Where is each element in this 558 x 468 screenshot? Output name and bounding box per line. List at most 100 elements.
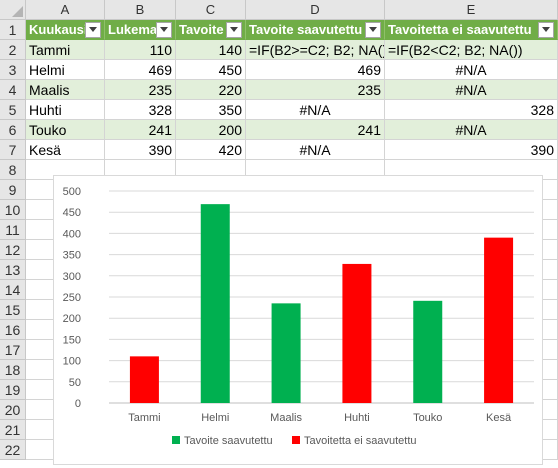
table-cell[interactable]: 140 [176, 40, 246, 60]
y-tick-label: 500 [63, 186, 81, 198]
row-header-15[interactable]: 15 [0, 300, 26, 320]
table-cell[interactable]: Helmi [26, 60, 105, 80]
row-header-14[interactable]: 14 [0, 280, 26, 300]
cell-value: #N/A [455, 61, 487, 78]
table-cell[interactable]: 220 [176, 80, 246, 100]
table-cell[interactable]: 200 [176, 120, 246, 140]
column-header-c[interactable]: C [176, 0, 246, 20]
table-cell[interactable]: 110 [105, 40, 176, 60]
table-cell[interactable]: 469 [105, 60, 176, 80]
table-cell[interactable]: 328 [105, 100, 176, 120]
table-cell[interactable]: 241 [246, 120, 385, 140]
table-cell[interactable]: Maalis [26, 80, 105, 100]
y-tick-label: 100 [63, 356, 81, 368]
table-header-cell[interactable]: Kuukausi [26, 20, 105, 40]
table-cell[interactable]: Huhti [26, 100, 105, 120]
table-header-label: Tavoite saavutettu [249, 22, 363, 37]
table-header-cell[interactable]: Tavoitetta ei saavutettu [385, 20, 558, 40]
table-cell[interactable]: 469 [246, 60, 385, 80]
column-header-a[interactable]: A [26, 0, 105, 20]
bar-maalis [271, 303, 301, 403]
row-header-17[interactable]: 17 [0, 340, 26, 360]
row-header-9[interactable]: 9 [0, 180, 26, 200]
table-cell[interactable]: 390 [385, 140, 558, 160]
table-cell[interactable]: 235 [246, 80, 385, 100]
y-tick-label: 400 [63, 228, 81, 240]
y-tick-label: 300 [63, 271, 81, 283]
table-cell[interactable]: #N/A [246, 100, 385, 120]
y-tick-label: 150 [63, 334, 81, 346]
row-header-6[interactable]: 6 [0, 120, 26, 140]
column-header-e[interactable]: E [385, 0, 558, 20]
cell-value: 420 [218, 141, 242, 158]
select-all-corner[interactable] [0, 0, 26, 20]
cell-value: 328 [148, 101, 172, 118]
table-cell[interactable]: Tammi [26, 40, 105, 60]
legend-label: Tavoite saavutettu [184, 435, 273, 447]
row-header-19[interactable]: 19 [0, 380, 26, 400]
table-cell[interactable]: #N/A [246, 140, 385, 160]
table-cell[interactable]: =IF(B2<C2; B2; NA()) [385, 40, 558, 60]
filter-dropdown-icon[interactable] [156, 21, 172, 38]
table-cell[interactable]: #N/A [385, 120, 558, 140]
filter-dropdown-icon[interactable] [365, 21, 381, 38]
table-header-cell[interactable]: Tavoite saavutettu [246, 20, 385, 40]
row-header-2[interactable]: 2 [0, 40, 26, 60]
table-cell[interactable]: 235 [105, 80, 176, 100]
bar-huhti [342, 263, 372, 403]
table-header-label: Kuukausi [29, 22, 85, 37]
y-tick-label: 450 [63, 207, 81, 219]
table-cell[interactable]: 241 [105, 120, 176, 140]
row-header-18[interactable]: 18 [0, 360, 26, 380]
row-header-3[interactable]: 3 [0, 60, 26, 80]
table-cell[interactable]: 390 [105, 140, 176, 160]
cell-value: #N/A [455, 121, 487, 138]
cell-value: Huhti [29, 101, 62, 118]
filter-dropdown-icon[interactable] [538, 21, 554, 38]
table-cell[interactable]: 328 [385, 100, 558, 120]
row-header-22[interactable]: 22 [0, 440, 26, 460]
row-header-12[interactable]: 12 [0, 240, 26, 260]
column-header-b[interactable]: B [105, 0, 176, 20]
table-header-cell[interactable]: Lukema [105, 20, 176, 40]
filter-dropdown-icon[interactable] [85, 21, 101, 38]
cell-value: 241 [148, 121, 172, 138]
row-header-16[interactable]: 16 [0, 320, 26, 340]
row-header-10[interactable]: 10 [0, 200, 26, 220]
x-tick-label: Kesä [486, 412, 512, 424]
table-cell[interactable]: Touko [26, 120, 105, 140]
cell-value: 469 [357, 61, 381, 78]
table-cell[interactable]: Kesä [26, 140, 105, 160]
row-header-4[interactable]: 4 [0, 80, 26, 100]
x-tick-label: Tammi [128, 412, 160, 424]
row-header-7[interactable]: 7 [0, 140, 26, 160]
row-header-20[interactable]: 20 [0, 400, 26, 420]
cell-value: Kesä [29, 141, 61, 158]
filter-dropdown-icon[interactable] [226, 21, 242, 38]
bar-kesä [484, 237, 514, 403]
cell-value: 220 [218, 81, 242, 98]
table-cell[interactable]: #N/A [385, 80, 558, 100]
row-header-8[interactable]: 8 [0, 160, 26, 180]
x-tick-label: Maalis [270, 412, 302, 424]
table-header-cell[interactable]: Tavoite [176, 20, 246, 40]
row-header-1[interactable]: 1 [0, 20, 26, 40]
table-cell[interactable]: #N/A [385, 60, 558, 80]
column-header-d[interactable]: D [246, 0, 385, 20]
cell-value: Helmi [29, 61, 65, 78]
table-cell[interactable]: 350 [176, 100, 246, 120]
bar-tammi [129, 356, 159, 403]
bar-touko [413, 300, 443, 403]
y-tick-label: 250 [63, 292, 81, 304]
row-header-11[interactable]: 11 [0, 220, 26, 240]
table-cell[interactable]: 450 [176, 60, 246, 80]
row-header-5[interactable]: 5 [0, 100, 26, 120]
table-cell[interactable]: =IF(B2>=C2; B2; NA()) [246, 40, 385, 60]
row-header-13[interactable]: 13 [0, 260, 26, 280]
chart[interactable]: 0 50 100 150 200 250 300 350 400 450 500 Tammi Helmi… [53, 175, 543, 465]
legend-swatch [292, 436, 300, 444]
cell-value: 235 [357, 81, 381, 98]
cell-value: 450 [218, 61, 242, 78]
row-header-21[interactable]: 21 [0, 420, 26, 440]
table-cell[interactable]: 420 [176, 140, 246, 160]
